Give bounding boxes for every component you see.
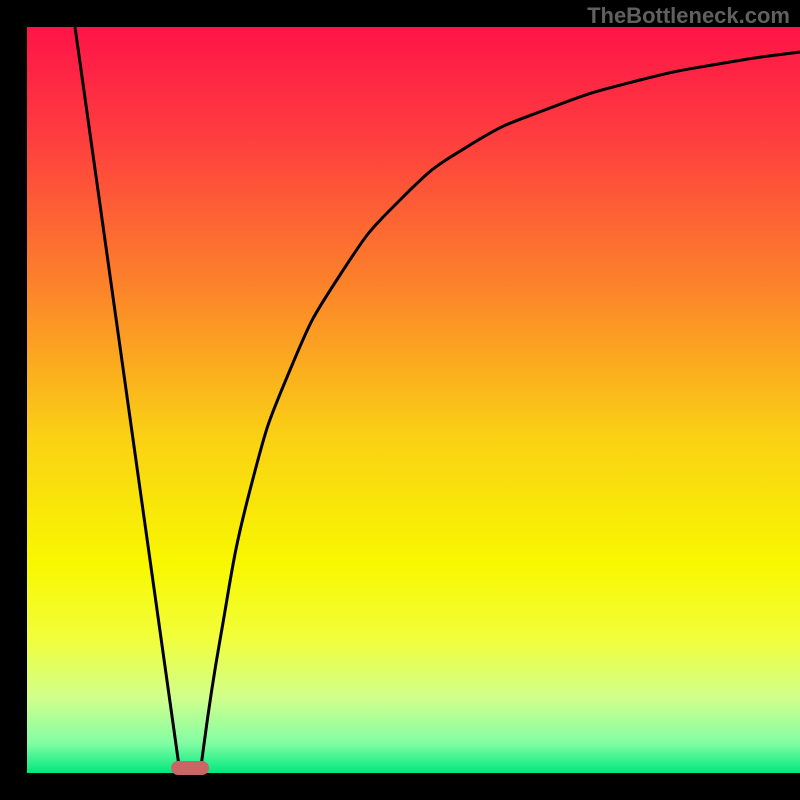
plot-background [27,27,800,773]
watermark-text: TheBottleneck.com [587,3,790,29]
bottleneck-chart [0,0,800,800]
chart-container: TheBottleneck.com [0,0,800,800]
bottleneck-marker [171,761,209,775]
